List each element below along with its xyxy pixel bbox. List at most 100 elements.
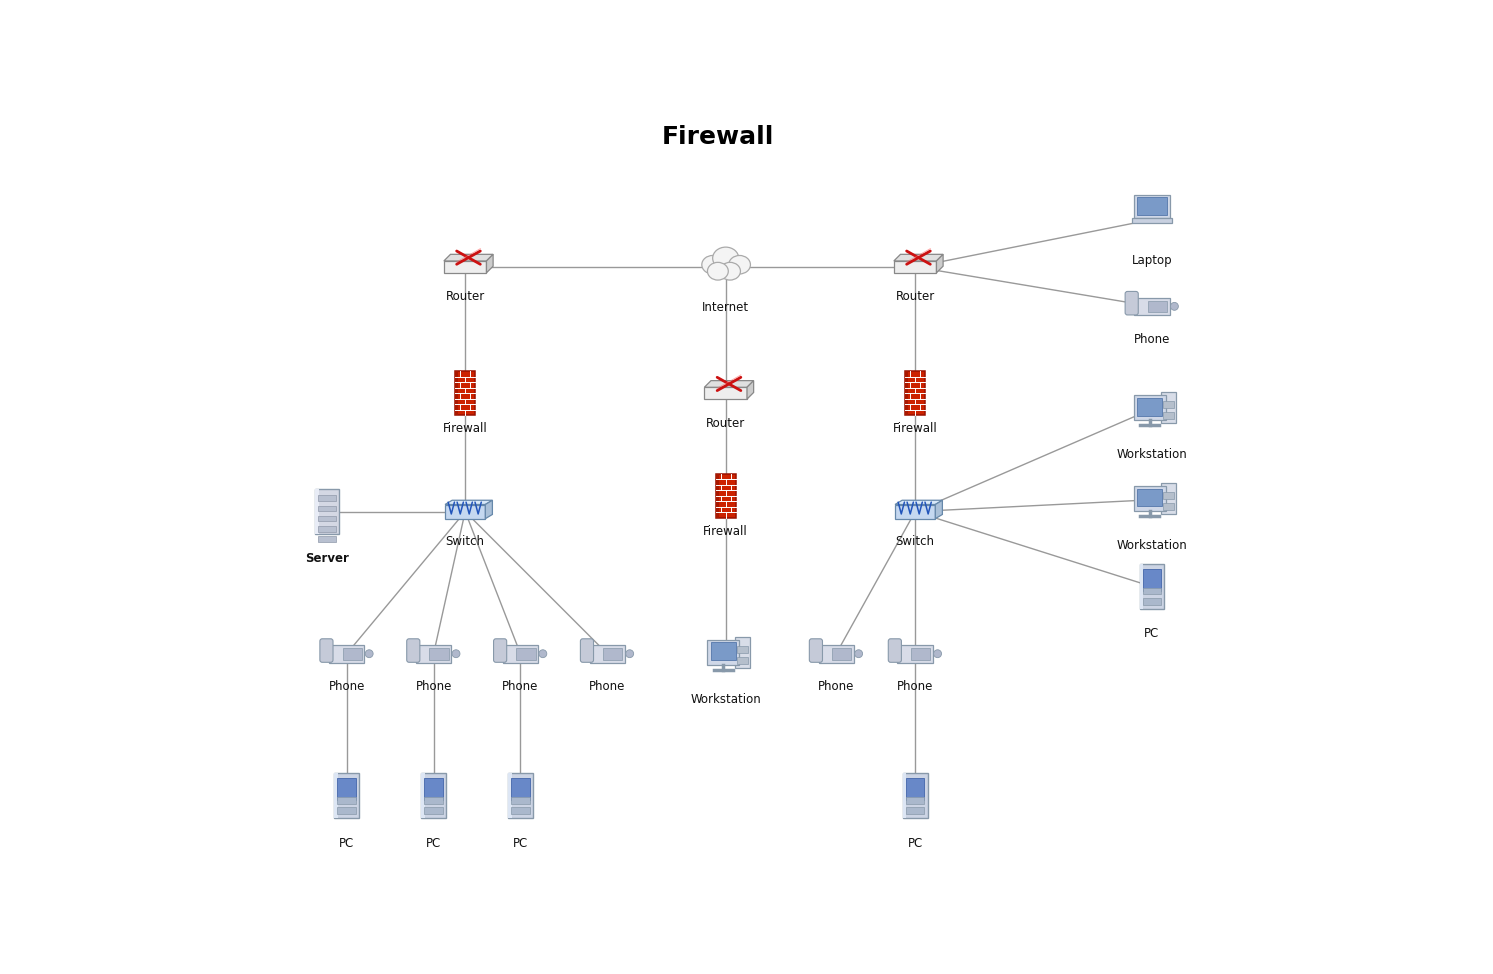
Ellipse shape (702, 255, 724, 274)
FancyBboxPatch shape (421, 773, 426, 818)
FancyBboxPatch shape (421, 773, 446, 818)
FancyBboxPatch shape (809, 639, 823, 662)
Text: Router: Router (706, 417, 745, 430)
Polygon shape (445, 501, 493, 505)
Text: PC: PC (512, 837, 529, 849)
FancyBboxPatch shape (315, 489, 339, 534)
Text: Phone: Phone (590, 681, 626, 693)
Polygon shape (455, 371, 458, 415)
FancyBboxPatch shape (1138, 198, 1166, 215)
Polygon shape (894, 501, 942, 505)
Text: Firewall: Firewall (703, 525, 748, 538)
FancyBboxPatch shape (1135, 195, 1169, 218)
Polygon shape (445, 505, 485, 519)
FancyBboxPatch shape (1133, 218, 1172, 223)
Ellipse shape (712, 247, 739, 269)
Text: Firewall: Firewall (893, 422, 938, 435)
FancyBboxPatch shape (455, 371, 475, 415)
FancyBboxPatch shape (738, 646, 748, 653)
Ellipse shape (708, 262, 729, 281)
Polygon shape (443, 261, 487, 273)
Text: PC: PC (339, 837, 354, 849)
FancyBboxPatch shape (1139, 564, 1144, 609)
FancyBboxPatch shape (1139, 564, 1165, 609)
Ellipse shape (452, 650, 460, 657)
Polygon shape (935, 501, 942, 519)
Text: Router: Router (896, 290, 935, 303)
FancyBboxPatch shape (911, 648, 930, 659)
FancyBboxPatch shape (406, 639, 420, 662)
FancyBboxPatch shape (337, 807, 355, 814)
Polygon shape (487, 254, 493, 273)
Polygon shape (894, 505, 935, 519)
FancyBboxPatch shape (328, 645, 364, 662)
FancyBboxPatch shape (315, 489, 320, 534)
Polygon shape (715, 474, 718, 518)
Text: Firewall: Firewall (443, 422, 488, 435)
FancyBboxPatch shape (1142, 598, 1162, 605)
FancyBboxPatch shape (906, 798, 924, 804)
FancyBboxPatch shape (1135, 297, 1169, 316)
FancyBboxPatch shape (903, 773, 927, 818)
FancyBboxPatch shape (318, 526, 336, 532)
Polygon shape (894, 261, 936, 273)
FancyBboxPatch shape (1142, 569, 1162, 591)
FancyBboxPatch shape (1136, 397, 1163, 416)
Ellipse shape (933, 650, 942, 657)
FancyBboxPatch shape (711, 643, 736, 660)
Polygon shape (905, 371, 908, 415)
FancyBboxPatch shape (1133, 486, 1166, 511)
Ellipse shape (729, 255, 751, 274)
FancyBboxPatch shape (738, 656, 748, 664)
FancyBboxPatch shape (511, 798, 530, 804)
Text: Workstation: Workstation (1117, 448, 1187, 462)
FancyBboxPatch shape (494, 639, 506, 662)
Text: Switch: Switch (446, 535, 485, 548)
Polygon shape (705, 381, 754, 388)
Ellipse shape (854, 650, 863, 657)
FancyBboxPatch shape (424, 778, 443, 801)
FancyBboxPatch shape (334, 773, 337, 818)
FancyBboxPatch shape (906, 778, 924, 801)
Text: Phone: Phone (1133, 333, 1171, 346)
FancyBboxPatch shape (318, 537, 336, 542)
FancyBboxPatch shape (508, 773, 533, 818)
FancyBboxPatch shape (424, 798, 443, 804)
Ellipse shape (1171, 302, 1178, 311)
FancyBboxPatch shape (888, 639, 902, 662)
Text: Phone: Phone (415, 681, 452, 693)
FancyBboxPatch shape (511, 778, 530, 801)
Text: Phone: Phone (328, 681, 364, 693)
Text: Router: Router (445, 290, 485, 303)
Polygon shape (746, 381, 754, 399)
FancyBboxPatch shape (318, 516, 336, 521)
FancyBboxPatch shape (508, 773, 512, 818)
FancyBboxPatch shape (708, 640, 739, 665)
Text: PC: PC (908, 837, 923, 849)
FancyBboxPatch shape (1162, 483, 1176, 514)
FancyBboxPatch shape (517, 648, 536, 659)
FancyBboxPatch shape (832, 648, 851, 659)
FancyBboxPatch shape (337, 798, 355, 804)
FancyBboxPatch shape (320, 639, 333, 662)
Ellipse shape (626, 650, 633, 657)
Text: Internet: Internet (702, 301, 749, 315)
FancyBboxPatch shape (903, 773, 906, 818)
FancyBboxPatch shape (342, 648, 361, 659)
FancyBboxPatch shape (511, 807, 530, 814)
FancyBboxPatch shape (603, 648, 623, 659)
Polygon shape (936, 254, 944, 273)
FancyBboxPatch shape (424, 807, 443, 814)
FancyBboxPatch shape (735, 637, 749, 668)
Polygon shape (894, 254, 944, 261)
FancyBboxPatch shape (590, 645, 626, 662)
FancyBboxPatch shape (430, 648, 449, 659)
FancyBboxPatch shape (1163, 401, 1173, 408)
FancyBboxPatch shape (337, 778, 355, 801)
Text: Switch: Switch (896, 535, 935, 548)
FancyBboxPatch shape (318, 496, 336, 501)
FancyBboxPatch shape (1142, 588, 1162, 594)
FancyBboxPatch shape (1126, 291, 1138, 315)
FancyBboxPatch shape (905, 371, 926, 415)
FancyBboxPatch shape (897, 645, 933, 662)
